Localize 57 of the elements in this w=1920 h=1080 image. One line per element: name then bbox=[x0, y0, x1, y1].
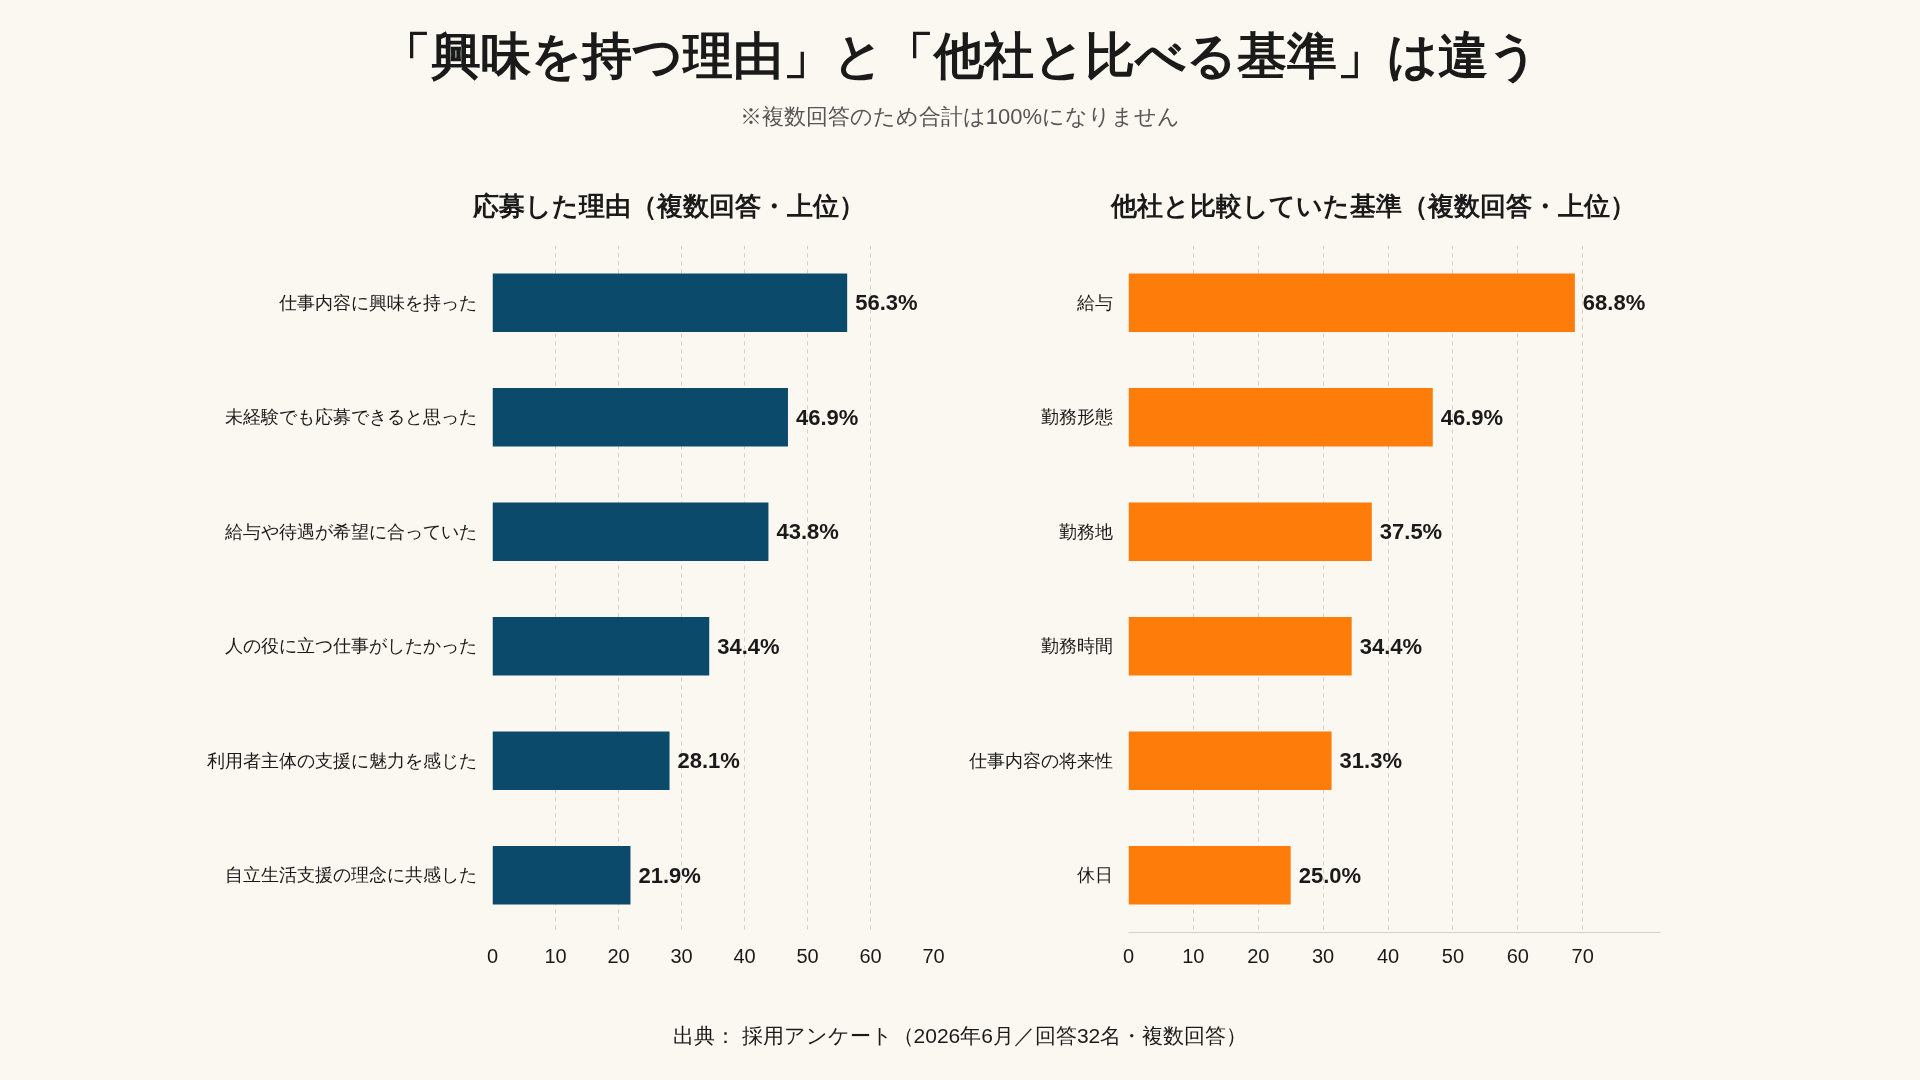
bar bbox=[492, 502, 769, 561]
data-label: 34.4% bbox=[717, 633, 780, 659]
data-label: 46.9% bbox=[1440, 404, 1504, 430]
bar bbox=[492, 617, 710, 676]
y-tick-label: 勤務地 bbox=[1058, 521, 1113, 542]
data-label: 31.3% bbox=[1339, 748, 1402, 774]
text: ※複数回答のため合計は100%になりません bbox=[738, 103, 1182, 130]
data-label: 56.3% bbox=[855, 290, 918, 316]
bar bbox=[492, 731, 670, 790]
data-label: 37.5% bbox=[1379, 519, 1443, 545]
x-tick-label: 10 bbox=[544, 944, 567, 967]
chart-title: 応募した理由（複数回答・上位） bbox=[471, 190, 865, 221]
x-tick-label: 10 bbox=[1182, 944, 1205, 967]
y-tick-label: 勤務時間 bbox=[1040, 636, 1113, 657]
chart-title: 他社と比較していた基準（複数回答・上位） bbox=[1109, 190, 1636, 221]
bar bbox=[492, 846, 631, 905]
data-label: 68.8% bbox=[1582, 290, 1646, 316]
y-tick-label: 未経験でも応募できると思った bbox=[224, 407, 477, 428]
y-tick-label: 勤務形態 bbox=[1040, 407, 1113, 428]
x-tick-label: 50 bbox=[1441, 944, 1465, 967]
data-label: 25.0% bbox=[1298, 862, 1362, 888]
bar bbox=[1128, 731, 1332, 790]
x-tick-label: 0 bbox=[486, 944, 499, 967]
bar bbox=[492, 388, 788, 447]
data-label: 46.9% bbox=[795, 404, 859, 430]
x-tick-label: 60 bbox=[859, 944, 882, 967]
bar bbox=[1128, 502, 1372, 561]
y-tick-label: 休日 bbox=[1076, 865, 1113, 886]
x-tick-label: 30 bbox=[1312, 944, 1335, 967]
data-label: 28.1% bbox=[677, 748, 740, 774]
data-label: 34.4% bbox=[1359, 633, 1423, 659]
data-label: 21.9% bbox=[638, 862, 701, 888]
x-tick-label: 40 bbox=[1376, 944, 1400, 967]
y-tick-label: 仕事内容の将来性 bbox=[967, 750, 1113, 771]
x-tick-label: 60 bbox=[1506, 944, 1529, 967]
y-tick-label: 利用者主体の支援に魅力を感じた bbox=[206, 750, 477, 771]
x-tick-label: 20 bbox=[1247, 944, 1270, 967]
x-tick-label: 70 bbox=[922, 944, 945, 967]
x-tick-label: 70 bbox=[1571, 944, 1594, 967]
bar bbox=[1128, 273, 1575, 332]
bar bbox=[492, 273, 848, 332]
x-tick-label: 40 bbox=[733, 944, 756, 967]
y-tick-label: 給与や待遇が希望に合っていた bbox=[223, 521, 477, 542]
x-tick-label: 50 bbox=[796, 944, 819, 967]
y-tick-label: 給与 bbox=[1075, 292, 1113, 313]
x-tick-label: 20 bbox=[607, 944, 630, 967]
x-tick-label: 0 bbox=[1122, 944, 1135, 967]
data-label: 43.8% bbox=[776, 519, 839, 545]
y-tick-label: 人の役に立つ仕事がしたかった bbox=[224, 636, 477, 657]
text: 「興味を持つ理由」と「他社と比べる基準」は違う bbox=[380, 27, 1540, 86]
source-note: 出典： 採用アンケート（2026年6月／回答32名・複数回答） bbox=[671, 1023, 1249, 1049]
y-tick-label: 仕事内容に興味を持った bbox=[277, 292, 477, 313]
x-tick-label: 30 bbox=[670, 944, 693, 967]
bar bbox=[1128, 846, 1291, 905]
bar bbox=[1128, 388, 1433, 447]
y-tick-label: 自立生活支援の理念に共感した bbox=[224, 865, 477, 886]
bar bbox=[1128, 617, 1352, 676]
